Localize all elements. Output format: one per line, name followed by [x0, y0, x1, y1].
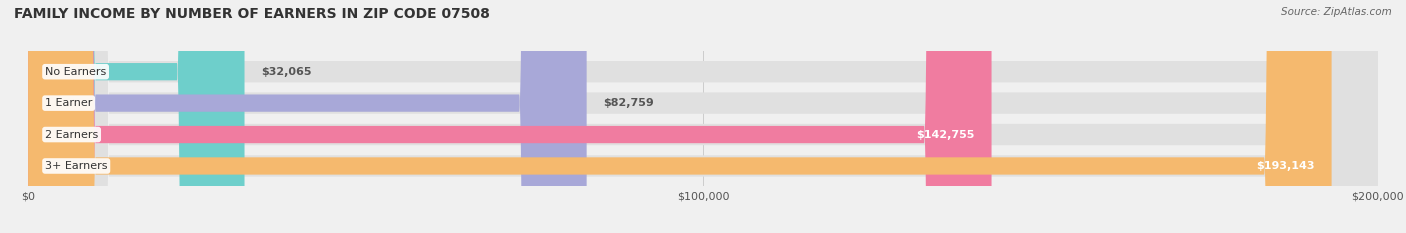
FancyBboxPatch shape	[28, 0, 1378, 233]
FancyBboxPatch shape	[28, 0, 1378, 233]
Text: 3+ Earners: 3+ Earners	[45, 161, 107, 171]
Text: $82,759: $82,759	[603, 98, 654, 108]
FancyBboxPatch shape	[28, 0, 1331, 233]
Text: FAMILY INCOME BY NUMBER OF EARNERS IN ZIP CODE 07508: FAMILY INCOME BY NUMBER OF EARNERS IN ZI…	[14, 7, 489, 21]
Text: Source: ZipAtlas.com: Source: ZipAtlas.com	[1281, 7, 1392, 17]
FancyBboxPatch shape	[28, 0, 1378, 233]
FancyBboxPatch shape	[28, 0, 245, 233]
Text: 1 Earner: 1 Earner	[45, 98, 93, 108]
FancyBboxPatch shape	[28, 0, 991, 233]
Text: 2 Earners: 2 Earners	[45, 130, 98, 140]
FancyBboxPatch shape	[28, 0, 1378, 233]
Text: $32,065: $32,065	[262, 67, 312, 77]
Text: $142,755: $142,755	[917, 130, 974, 140]
Text: $193,143: $193,143	[1256, 161, 1315, 171]
FancyBboxPatch shape	[28, 0, 586, 233]
Text: No Earners: No Earners	[45, 67, 107, 77]
